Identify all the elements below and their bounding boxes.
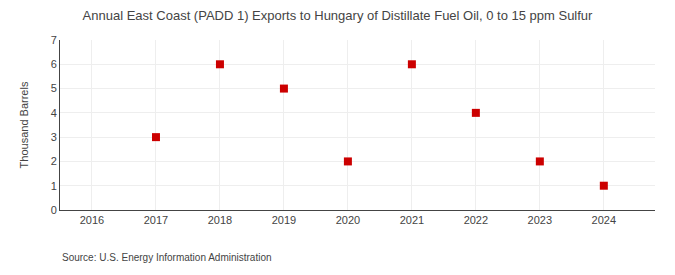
svg-text:Thousand Barrels: Thousand Barrels [18,81,30,168]
svg-text:2016: 2016 [80,214,104,226]
svg-text:2: 2 [51,155,57,167]
svg-text:1: 1 [51,180,57,192]
svg-text:0: 0 [51,204,57,216]
svg-text:2019: 2019 [272,214,296,226]
svg-text:Annual East Coast (PADD 1) Exp: Annual East Coast (PADD 1) Exports to Hu… [83,8,594,23]
svg-text:Source: U.S. Energy Informatio: Source: U.S. Energy Information Administ… [62,252,272,263]
svg-text:2024: 2024 [592,214,616,226]
svg-text:2022: 2022 [464,214,488,226]
svg-text:5: 5 [51,82,57,94]
svg-text:7: 7 [51,34,57,46]
svg-text:2017: 2017 [144,214,168,226]
svg-text:2023: 2023 [528,214,552,226]
svg-text:2018: 2018 [208,214,232,226]
svg-text:2021: 2021 [400,214,424,226]
svg-text:6: 6 [51,58,57,70]
svg-text:2020: 2020 [336,214,360,226]
svg-text:4: 4 [51,107,57,119]
svg-text:3: 3 [51,131,57,143]
